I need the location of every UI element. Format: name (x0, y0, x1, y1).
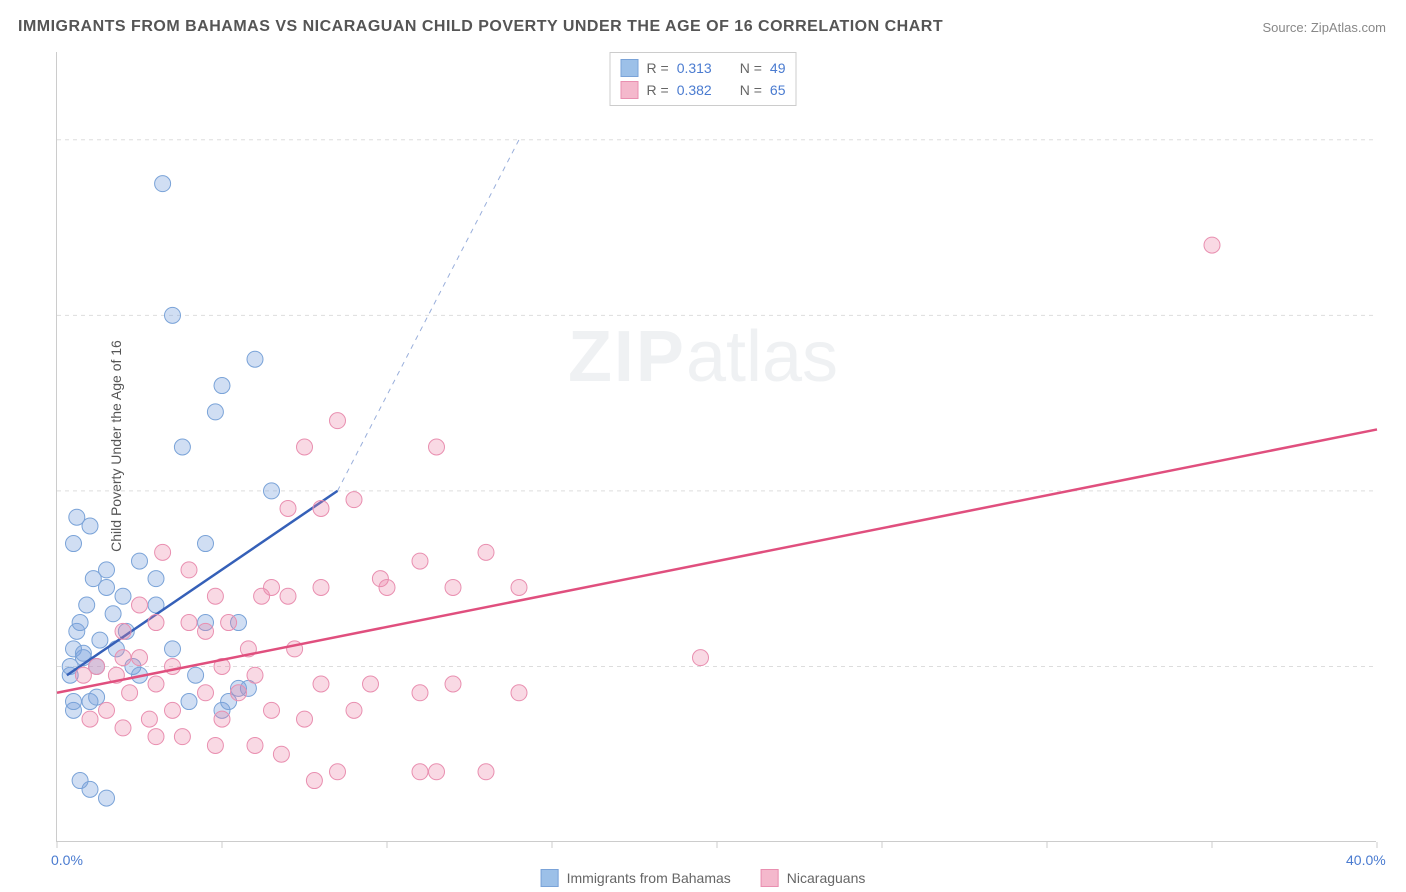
n-label: N = (740, 57, 762, 79)
x-axis-legend: Immigrants from Bahamas Nicaraguans (541, 869, 866, 887)
n-value-2: 65 (770, 79, 786, 101)
legend-item-2: Nicaraguans (761, 869, 866, 887)
n-value-1: 49 (770, 57, 786, 79)
swatch-x1 (541, 869, 559, 887)
x-tick-label: 40.0% (1346, 852, 1386, 868)
legend-row-1: R = 0.313 N = 49 (621, 57, 786, 79)
x-tick-label: 0.0% (51, 852, 83, 868)
source-label: Source: ZipAtlas.com (1262, 20, 1386, 35)
r-value-2: 0.382 (677, 79, 712, 101)
swatch-series2 (621, 81, 639, 99)
legend-item-1: Immigrants from Bahamas (541, 869, 731, 887)
plot-area (56, 52, 1376, 842)
swatch-x2 (761, 869, 779, 887)
r-label: R = (647, 79, 669, 101)
legend-label-2: Nicaraguans (787, 870, 866, 886)
legend-row-2: R = 0.382 N = 65 (621, 79, 786, 101)
n-label: N = (740, 79, 762, 101)
r-label: R = (647, 57, 669, 79)
r-value-1: 0.313 (677, 57, 712, 79)
legend-label-1: Immigrants from Bahamas (567, 870, 731, 886)
chart-title: IMMIGRANTS FROM BAHAMAS VS NICARAGUAN CH… (18, 18, 943, 36)
swatch-series1 (621, 59, 639, 77)
correlation-legend: R = 0.313 N = 49 R = 0.382 N = 65 (610, 52, 797, 106)
scatter-svg (57, 52, 1377, 842)
